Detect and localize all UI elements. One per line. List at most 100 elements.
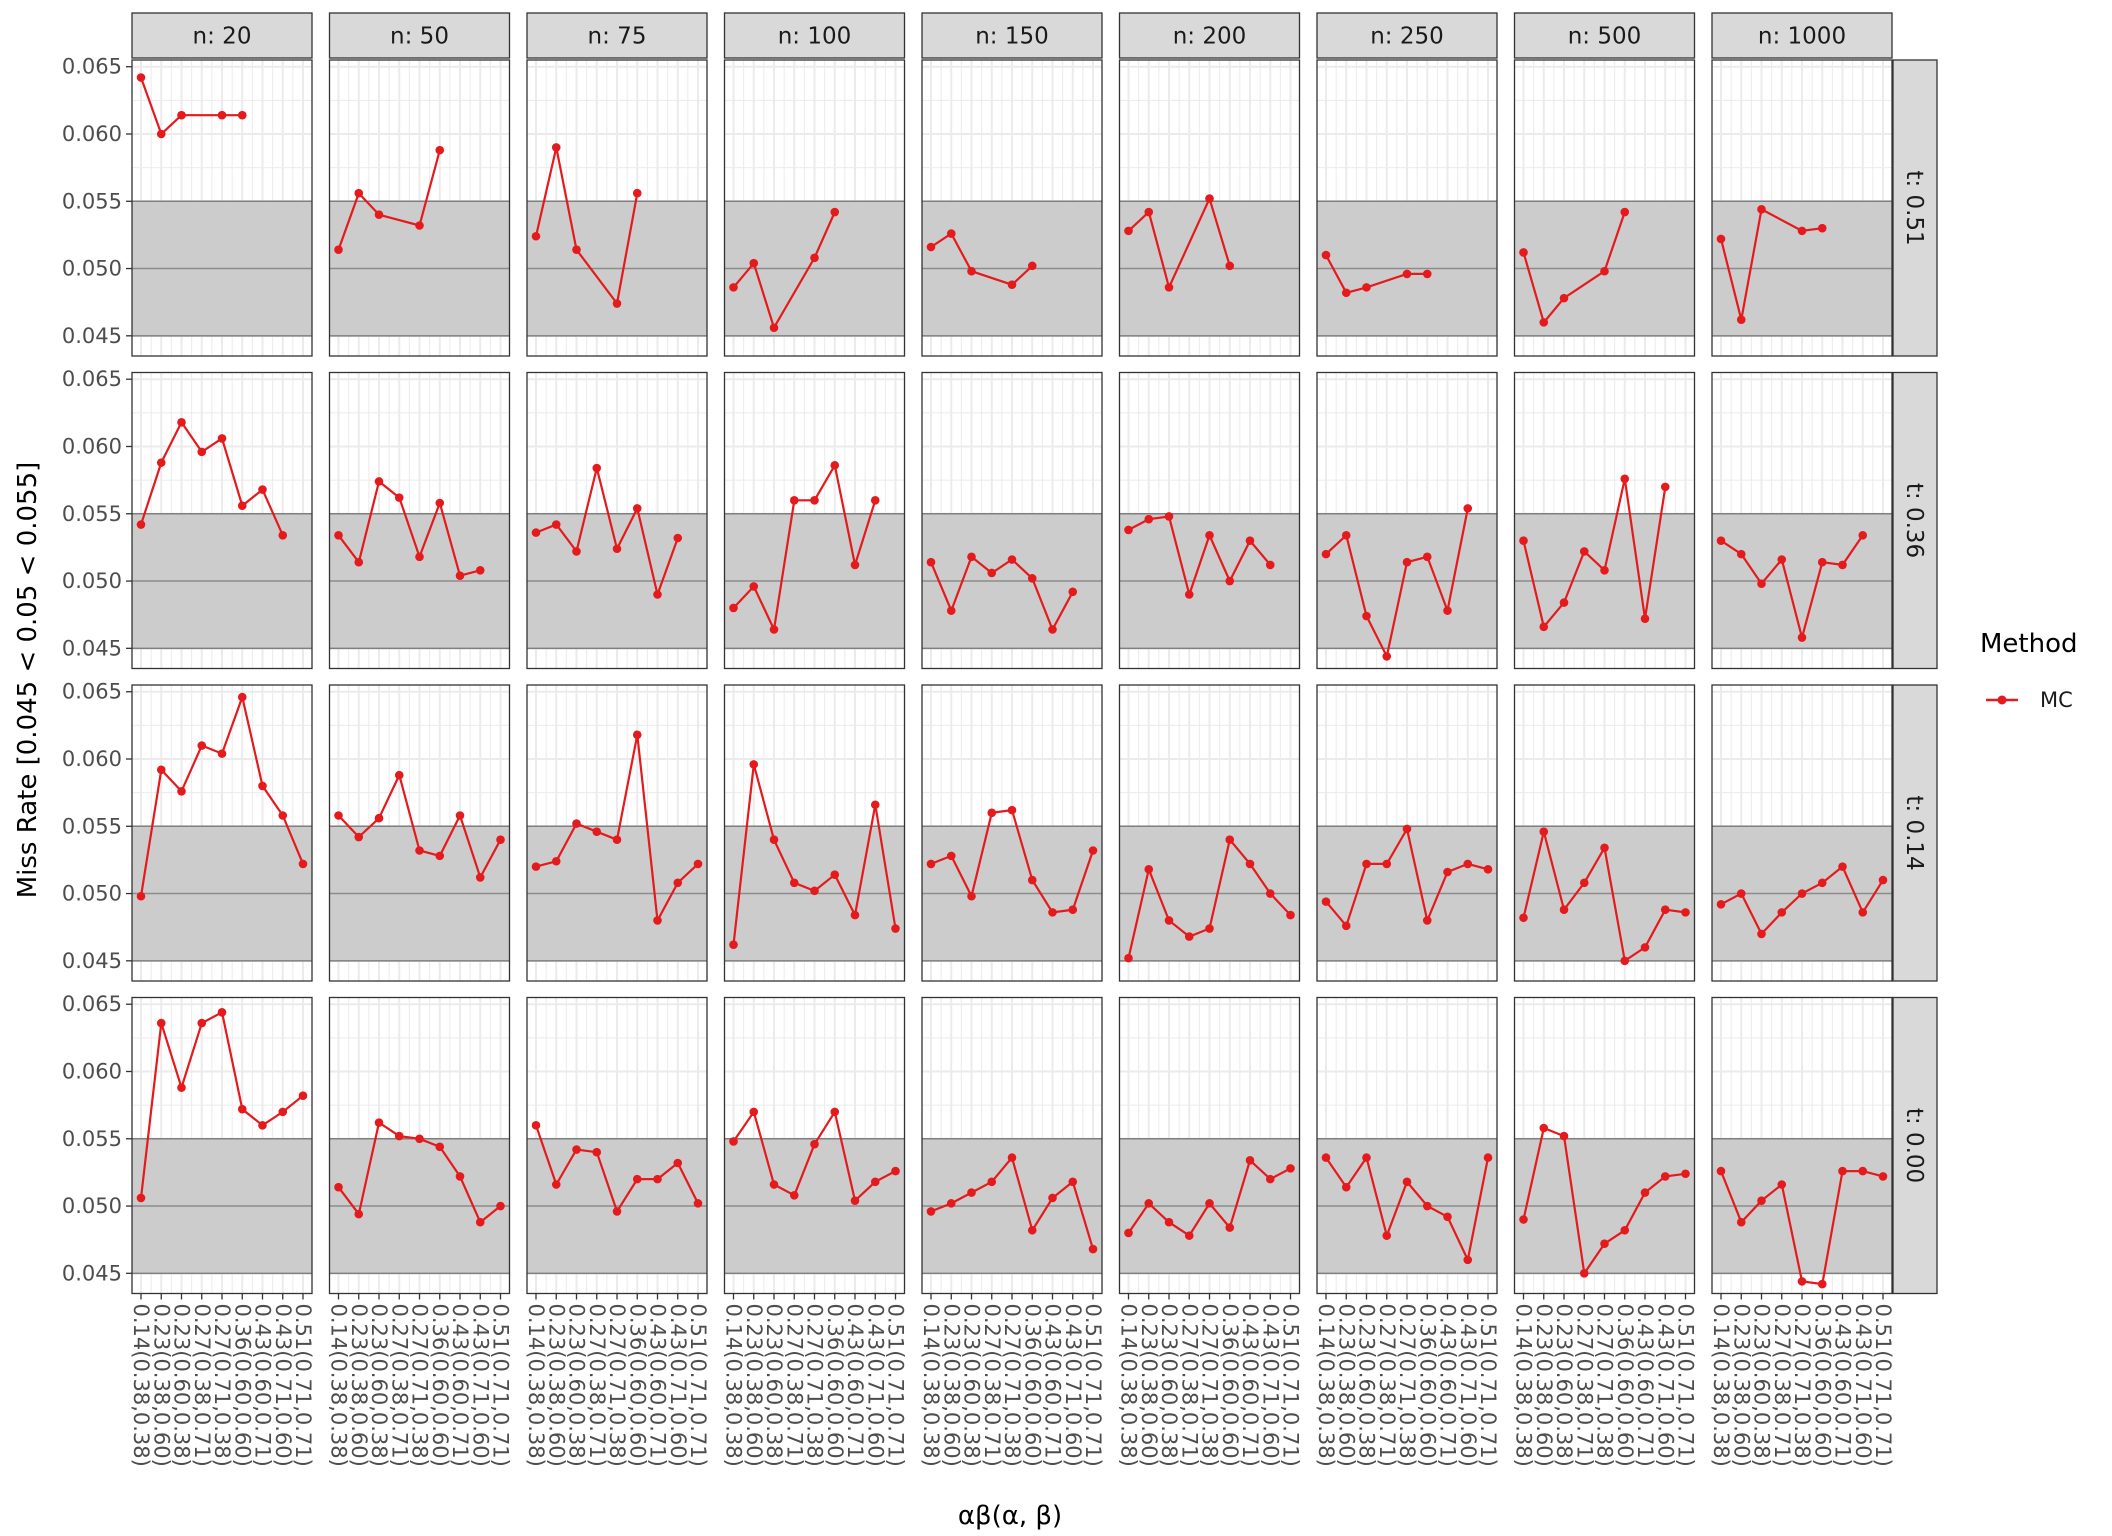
row-strip-bg [1892, 684, 1938, 982]
panel-1-6 [1316, 371, 1498, 670]
data-point [870, 800, 880, 810]
panel-2-6 [1316, 684, 1498, 982]
data-point [1640, 1188, 1650, 1197]
x-tick-label: 0.43(0.71,0.60) [863, 1304, 887, 1467]
x-tick-label: 0.23(0.60,0.38) [170, 1304, 194, 1467]
data-point [1027, 261, 1037, 271]
data-point [1660, 1172, 1670, 1181]
data-point [891, 1166, 900, 1176]
data-point [1620, 956, 1630, 966]
x-tick-label: 0.27(0.38,0.71) [782, 1304, 806, 1467]
data-point [1483, 865, 1493, 874]
x-tick-label: 0.14(0.38,0.38) [129, 1304, 153, 1467]
panel-border [723, 59, 906, 357]
y-tick-label: 0.045 [62, 636, 122, 660]
data-point [197, 447, 207, 457]
data-point [789, 496, 799, 505]
y-tick-label: 0.050 [62, 1194, 122, 1218]
x-tick-label: 0.23(0.38,0.60) [1137, 1304, 1161, 1467]
data-point [156, 765, 166, 775]
panel-1-4 [921, 371, 1103, 670]
panel-border [1316, 371, 1498, 670]
data-point [258, 485, 267, 494]
row-strip-bg [1892, 371, 1938, 670]
data-point [946, 606, 956, 615]
x-tick-label: 0.51(0.71,0.71) [884, 1304, 908, 1467]
y-tick-label: 0.055 [62, 1127, 122, 1151]
x-tick-label: 0.51(0.71,0.71) [1081, 1304, 1105, 1467]
data-point [334, 531, 343, 540]
data-point [749, 760, 759, 769]
data-point [1088, 846, 1098, 855]
data-point [653, 1174, 662, 1184]
data-point [987, 1177, 997, 1187]
data-point [136, 1193, 146, 1203]
panel-border [723, 371, 906, 670]
data-point [1443, 606, 1452, 615]
panel-0-5 [1118, 59, 1301, 357]
data-point [926, 859, 936, 869]
data-point [551, 856, 561, 866]
data-point [1205, 1199, 1214, 1208]
data-point [455, 571, 465, 580]
data-point [789, 878, 799, 888]
data-point [749, 258, 759, 268]
col-strip-label: n: 20 [193, 24, 252, 50]
data-point [1164, 283, 1174, 292]
data-point [1539, 318, 1549, 327]
data-point [632, 188, 642, 198]
panel-3-6: 0.14(0.38,0.38)0.23(0.38,0.60)0.23(0.60,… [1314, 996, 1500, 1467]
panel-border [526, 59, 708, 357]
x-tick-label: 0.23(0.38,0.60) [1729, 1304, 1753, 1467]
data-point [1757, 205, 1766, 214]
panel-border [1118, 371, 1301, 670]
x-tick-label: 0.51(0.71,0.71) [489, 1304, 513, 1467]
legend: Method MC [1980, 629, 2078, 712]
data-point [1620, 207, 1630, 217]
data-point [475, 1217, 485, 1227]
data-point [1164, 1217, 1174, 1227]
x-tick-label: 0.27(0.38,0.71) [190, 1304, 214, 1467]
data-point [1736, 1217, 1746, 1227]
row-strip-1: t: 0.36 [1892, 371, 1938, 670]
data-point [1681, 1169, 1690, 1179]
panel-2-7 [1513, 684, 1696, 982]
x-tick-label: 0.27(0.71,0.38) [803, 1304, 827, 1467]
data-point [1660, 905, 1670, 914]
data-point [1539, 622, 1549, 632]
col-strip-bg [1316, 12, 1498, 59]
data-point [632, 730, 642, 740]
data-point [1048, 908, 1057, 917]
x-tick-label: 0.14(0.38,0.38) [1117, 1304, 1141, 1467]
data-point [830, 207, 840, 217]
data-point [136, 891, 146, 901]
panel-2-4 [921, 684, 1103, 982]
x-tick-label: 0.23(0.60,0.38) [1157, 1304, 1181, 1467]
panel-border [1316, 684, 1498, 982]
series-line-mc [929, 554, 1074, 633]
data-point [1205, 531, 1214, 540]
panel-border [1316, 59, 1498, 357]
data-point [1225, 576, 1235, 586]
data-point [1362, 283, 1371, 292]
data-point [1265, 889, 1275, 898]
data-point [830, 461, 840, 470]
x-tick-label: 0.27(0.71,0.38) [1395, 1304, 1419, 1467]
row-strip-0: t: 0.51 [1892, 59, 1938, 357]
data-point [1225, 1223, 1235, 1232]
panel-0-0 [131, 59, 313, 357]
x-axis-title: αβ(α, β) [958, 1501, 1062, 1531]
col-strip-4: n: 150 [921, 12, 1103, 59]
y-tick-label: 0.050 [62, 569, 122, 593]
x-tick-label: 0.43(0.60,0.71) [448, 1304, 472, 1467]
data-point [1600, 266, 1609, 276]
data-point [830, 870, 840, 880]
data-point [1144, 865, 1154, 874]
data-point [217, 1008, 227, 1017]
data-point [1321, 250, 1331, 260]
data-point [1402, 1177, 1412, 1187]
data-point [1362, 859, 1371, 869]
x-tick-label: 0.36(0.60,0.60) [625, 1304, 649, 1467]
x-tick-label: 0.23(0.60,0.38) [1552, 1304, 1576, 1467]
x-tick-label: 0.27(0.38,0.71) [1572, 1304, 1596, 1467]
